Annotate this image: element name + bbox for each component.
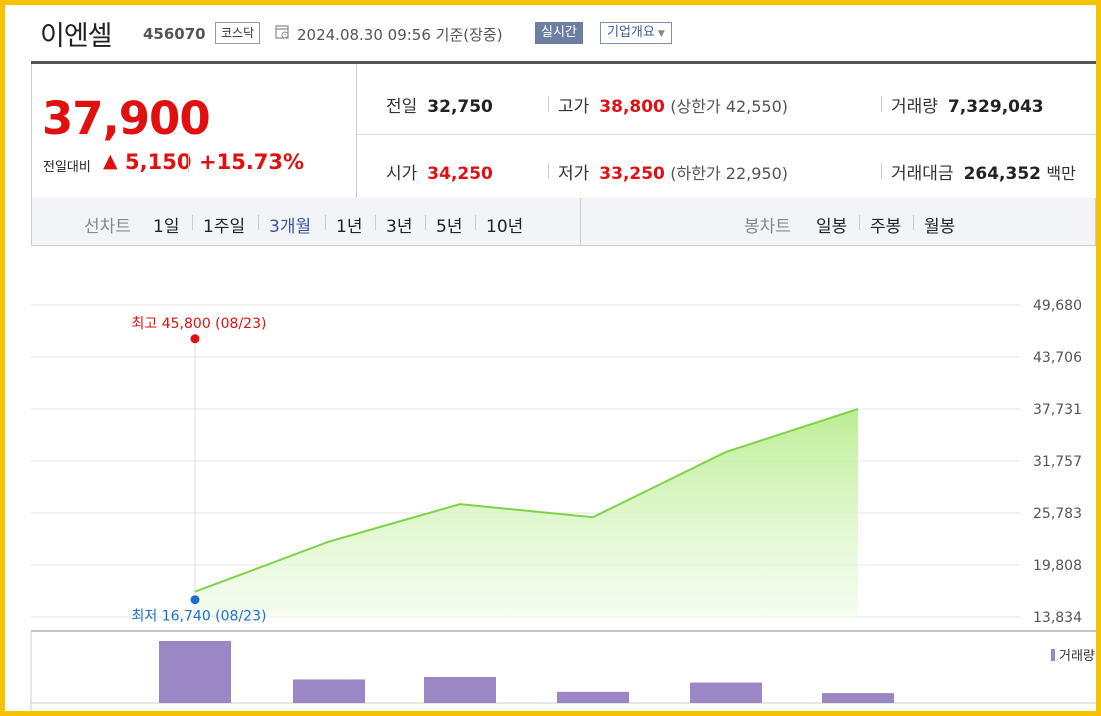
change-percent: +15.73% xyxy=(199,150,305,174)
amount-value: 264,352 xyxy=(963,164,1041,184)
divider xyxy=(188,153,189,172)
volume: 거래량 7,329,043 xyxy=(891,92,1044,117)
volume-label: 거래량 xyxy=(891,97,938,117)
tab-1w[interactable]: 1주일 xyxy=(203,217,246,237)
y-tick-label: 19,808 xyxy=(1033,558,1082,574)
y-tick-label: 13,834 xyxy=(1033,610,1082,626)
datetime-basis: 기준(장중) xyxy=(435,26,503,44)
chart-period-tabs: 선차트 1일 1주일 3개월 1년 3년 5년 10년 봉차트 일봉 주봉 월봉 xyxy=(31,198,1096,246)
high-price: 고가 38,800 (상한가 42,550) xyxy=(558,92,788,117)
prev-close-label: 전일 xyxy=(386,97,418,117)
company-name: 이엔셀 xyxy=(40,21,113,52)
stock-quote-widget: 이엔셀 456070 코스닥 2024.08.30 09:56 기준(장중) 실… xyxy=(5,5,1096,711)
low-point xyxy=(190,595,200,605)
company-info-label: 기업개요 xyxy=(607,25,655,40)
price-line xyxy=(194,408,859,593)
divider xyxy=(425,215,426,230)
stock-header: 이엔셀 456070 코스닥 2024.08.30 09:56 기준(장중) 실… xyxy=(5,5,1096,63)
y-tick-label: 37,731 xyxy=(1033,402,1082,418)
high-annotation: 최고 45,800 (08/23) xyxy=(132,316,267,332)
tab-10y[interactable]: 10년 xyxy=(486,217,524,237)
high-value: 38,800 xyxy=(599,97,665,117)
price-area xyxy=(195,409,858,617)
upper-limit: (상한가 42,550) xyxy=(670,97,789,116)
current-price: 37,900 xyxy=(42,92,211,145)
y-tick-label: 25,783 xyxy=(1033,506,1082,522)
divider xyxy=(192,215,193,230)
divider xyxy=(859,215,860,230)
up-arrow-icon: ▲ xyxy=(103,150,118,172)
y-tick-label: 31,757 xyxy=(1033,454,1082,470)
volume-legend: 거래량 xyxy=(1059,649,1095,664)
tab-5y[interactable]: 5년 xyxy=(436,217,463,237)
tab-monthly-candle[interactable]: 월봉 xyxy=(924,217,956,237)
low-annotation: 최저 16,740 (08/23) xyxy=(132,609,267,625)
volume-value: 7,329,043 xyxy=(947,97,1044,117)
price-chart[interactable]: 49,680 43,706 37,731 31,757 25,783 19,808 13,8… xyxy=(5,245,1096,711)
divider xyxy=(325,215,326,230)
tab-1y[interactable]: 1년 xyxy=(336,217,363,237)
row-divider xyxy=(357,134,1096,135)
high-label: 고가 xyxy=(558,97,590,117)
low-value: 33,250 xyxy=(599,164,665,184)
prev-close: 전일 32,750 xyxy=(386,92,493,117)
tab-3m[interactable]: 3개월 xyxy=(269,217,312,237)
open-value: 34,250 xyxy=(427,164,493,184)
volume-bar xyxy=(557,691,629,703)
trade-amount: 거래대금 264,352 백만 xyxy=(891,159,1076,184)
low-label: 저가 xyxy=(558,164,590,184)
divider xyxy=(881,96,882,112)
divider xyxy=(475,215,476,230)
high-point xyxy=(190,334,200,344)
datetime-value: 2024.08.30 09:56 xyxy=(297,26,431,44)
y-tick-label: 43,706 xyxy=(1033,350,1082,366)
quote-panel: 37,900 전일대비 ▲ 5,150 +15.73% 전일 32,750 고가 3… xyxy=(31,61,1096,202)
change-label: 전일대비 xyxy=(43,160,91,175)
prev-close-value: 32,750 xyxy=(427,97,493,117)
calendar-icon xyxy=(275,25,289,39)
y-tick-label: 49,680 xyxy=(1033,298,1082,314)
tab-1d[interactable]: 1일 xyxy=(153,217,180,237)
divider xyxy=(548,96,549,112)
divider xyxy=(375,215,376,230)
volume-legend-swatch xyxy=(1051,649,1055,661)
amount-unit: 백만 xyxy=(1046,164,1076,183)
volume-bar xyxy=(690,682,762,703)
stock-code: 456070 xyxy=(143,25,206,43)
amount-label: 거래대금 xyxy=(891,164,954,184)
volume-bar xyxy=(159,641,231,703)
divider xyxy=(548,163,549,179)
tab-3y[interactable]: 3년 xyxy=(386,217,413,237)
volume-bar xyxy=(293,679,365,703)
market-badge: 코스닥 xyxy=(215,22,261,44)
candle-chart-label: 봉차트 xyxy=(744,217,791,237)
line-chart-label: 선차트 xyxy=(84,217,131,237)
price-box: 37,900 전일대비 ▲ 5,150 +15.73% xyxy=(31,64,357,201)
company-info-dropdown[interactable]: 기업개요 ▼ xyxy=(600,22,672,44)
open-label: 시가 xyxy=(386,164,418,184)
divider xyxy=(258,215,259,230)
lower-limit: (하한가 22,950) xyxy=(670,164,789,183)
open-price: 시가 34,250 xyxy=(386,159,493,184)
change-value: 5,150 xyxy=(125,150,192,174)
volume-bar xyxy=(822,693,894,703)
low-price: 저가 33,250 (하한가 22,950) xyxy=(558,159,788,184)
tab-daily-candle[interactable]: 일봉 xyxy=(816,217,848,237)
tab-weekly-candle[interactable]: 주봉 xyxy=(870,217,902,237)
chevron-down-icon: ▼ xyxy=(657,29,665,39)
realtime-button[interactable]: 실시간 xyxy=(535,22,583,44)
quote-datetime: 2024.08.30 09:56 기준(장중) xyxy=(297,24,503,45)
divider xyxy=(913,215,914,230)
divider xyxy=(881,163,882,179)
volume-bar xyxy=(424,676,496,703)
divider xyxy=(580,198,581,245)
